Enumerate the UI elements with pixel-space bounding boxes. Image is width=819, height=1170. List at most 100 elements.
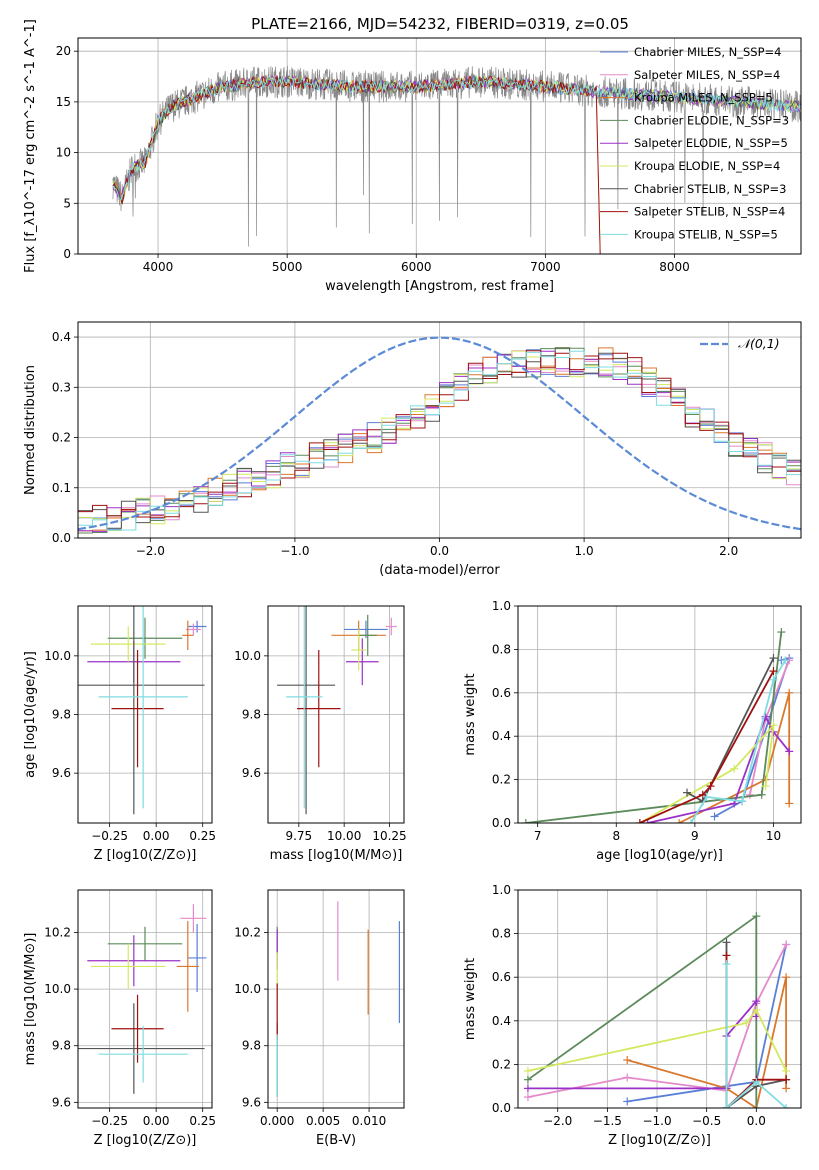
massweight-vs-Z-panel: −2.0 −1.5 −1.0 −0.5 0.0 0.0 0.2 0.4 0.6 0.8 1.0 Z [… bbox=[463, 883, 802, 1148]
errorbar-point bbox=[385, 617, 397, 636]
y-tick-label: 0.0 bbox=[52, 531, 71, 545]
x-axis-label: Z [log10(Z/Z⊙)] bbox=[94, 1133, 197, 1148]
errorbar-point bbox=[98, 1025, 188, 1083]
x-axis-label: E(B-V) bbox=[316, 1133, 356, 1148]
plus-marker bbox=[523, 1093, 532, 1102]
x-tick-label: 0.0 bbox=[430, 544, 449, 558]
massweight-line bbox=[725, 964, 787, 1108]
y-tick-label: 10.0 bbox=[44, 982, 71, 996]
errorbar-point bbox=[111, 994, 164, 1063]
plot-area bbox=[277, 606, 397, 815]
plus-marker bbox=[777, 628, 786, 637]
y-tick-label: 9.6 bbox=[52, 766, 71, 780]
plus-marker bbox=[722, 938, 731, 947]
x-axis-label: age [log10(age/yr)] bbox=[596, 848, 723, 863]
plus-marker bbox=[769, 654, 778, 663]
plus-marker bbox=[722, 960, 731, 969]
axes-frame bbox=[267, 889, 405, 1109]
y-axis-label: age [log10(age/yr)] bbox=[23, 651, 38, 778]
x-tick-label: 1.0 bbox=[575, 544, 594, 558]
plot-area bbox=[78, 336, 801, 538]
x-axis-label: mass [log10(M/M⊙)] bbox=[270, 848, 403, 863]
plus-marker bbox=[706, 782, 715, 791]
y-tick-label: 5 bbox=[63, 196, 71, 210]
legend-entry: Chabrier ELODIE, N_SSP=3 bbox=[634, 113, 789, 127]
errorbar-point bbox=[78, 1003, 205, 1094]
x-tick-label: −0.5 bbox=[692, 1114, 721, 1128]
plus-marker bbox=[757, 790, 766, 799]
plus-marker bbox=[683, 788, 692, 797]
x-tick-label: −1.0 bbox=[280, 544, 309, 558]
errorbar-point bbox=[98, 606, 188, 809]
x-tick-label: 0.0 bbox=[747, 1114, 766, 1128]
y-tick-label: 0.4 bbox=[52, 330, 71, 344]
x-tick-label: −2.0 bbox=[543, 1114, 572, 1128]
errorbar-point bbox=[187, 923, 207, 992]
y-axis-label: Flux [f_λ10^-17 erg cm^-2 s^-1 A^-1] bbox=[23, 19, 38, 273]
massweight-line bbox=[639, 670, 775, 823]
plus-marker bbox=[752, 1104, 761, 1108]
y-tick-label: 0.6 bbox=[492, 970, 511, 984]
x-axis-label: wavelength [Angstrom, rest frame] bbox=[325, 279, 554, 294]
plot-area bbox=[78, 904, 207, 1094]
y-tick-label: 0.3 bbox=[52, 380, 71, 394]
legend-entry: Salpeter MILES, N_SSP=4 bbox=[634, 68, 780, 82]
y-tick-label: 10.0 bbox=[234, 982, 261, 996]
mass-vs-Z-panel: −0.25 0.00 0.25 9.6 9.8 10.0 10.2 Z [log10(Z/Z⊙… bbox=[23, 889, 216, 1148]
y-tick-label: 0 bbox=[63, 247, 71, 261]
legend-entry: Salpeter STELIB, N_SSP=4 bbox=[634, 205, 785, 219]
plus-marker bbox=[782, 940, 791, 949]
mass-vs-ebv-panel: 0.000 0.005 0.010 9.6 9.8 10.0 10.2 E(B-V) bbox=[234, 889, 405, 1148]
x-tick-label: 9.75 bbox=[285, 829, 312, 843]
model-spectrum-line bbox=[112, 75, 601, 254]
y-tick-label: 9.6 bbox=[242, 1095, 261, 1109]
y-tick-label: 10.0 bbox=[44, 649, 71, 663]
plus-marker bbox=[785, 747, 794, 756]
axes-frame bbox=[517, 605, 802, 824]
x-tick-label: 0.005 bbox=[306, 1114, 340, 1128]
y-tick-label: 10.2 bbox=[234, 925, 261, 939]
y-tick-label: 1.0 bbox=[492, 599, 511, 613]
normal-curve bbox=[78, 336, 801, 531]
massweight-line bbox=[627, 944, 787, 1103]
y-tick-label: 0.4 bbox=[492, 729, 511, 743]
y-tick-label: 10 bbox=[56, 146, 71, 160]
plus-marker bbox=[623, 1056, 632, 1065]
y-tick-label: 0.6 bbox=[492, 686, 511, 700]
histogram-step-line bbox=[78, 350, 801, 538]
legend-entry: Kroupa MILES, N_SSP=5 bbox=[634, 91, 773, 105]
x-tick-label: 5000 bbox=[272, 260, 303, 274]
plot-area bbox=[78, 606, 207, 815]
y-axis-label: mass [log10(M/M⊙)] bbox=[23, 933, 38, 1066]
y-tick-label: 0.8 bbox=[492, 642, 511, 656]
x-tick-label: 8000 bbox=[659, 260, 690, 274]
plus-marker bbox=[761, 782, 770, 791]
plus-marker bbox=[730, 764, 739, 773]
plus-marker bbox=[702, 792, 711, 801]
plus-marker bbox=[710, 812, 719, 821]
plus-marker bbox=[769, 721, 778, 730]
gridlines bbox=[518, 605, 801, 824]
errorbar-point bbox=[91, 943, 166, 990]
axes-frame bbox=[517, 889, 802, 1109]
y-tick-label: 9.6 bbox=[52, 1095, 71, 1109]
plot-area bbox=[521, 628, 794, 823]
plus-marker bbox=[523, 1084, 532, 1093]
errorbar-point bbox=[107, 617, 183, 659]
x-tick-label: 10.25 bbox=[372, 829, 406, 843]
axes-frame bbox=[77, 321, 802, 539]
massweight-line bbox=[527, 998, 758, 1090]
y-axis-label: mass weight bbox=[463, 958, 478, 1040]
plus-marker bbox=[738, 797, 747, 806]
massweight-line bbox=[527, 1008, 787, 1072]
errorbar-point bbox=[185, 623, 201, 636]
y-tick-label: 0.4 bbox=[492, 1014, 511, 1028]
y-tick-label: 0.8 bbox=[492, 927, 511, 941]
plot-area bbox=[276, 901, 401, 1097]
x-tick-label: 0.00 bbox=[143, 1114, 170, 1128]
legend-entry: Chabrier MILES, N_SSP=4 bbox=[634, 45, 781, 59]
y-tick-label: 9.6 bbox=[242, 766, 261, 780]
legend-entry: Kroupa ELODIE, N_SSP=4 bbox=[634, 159, 780, 173]
plus-marker bbox=[623, 1097, 632, 1106]
